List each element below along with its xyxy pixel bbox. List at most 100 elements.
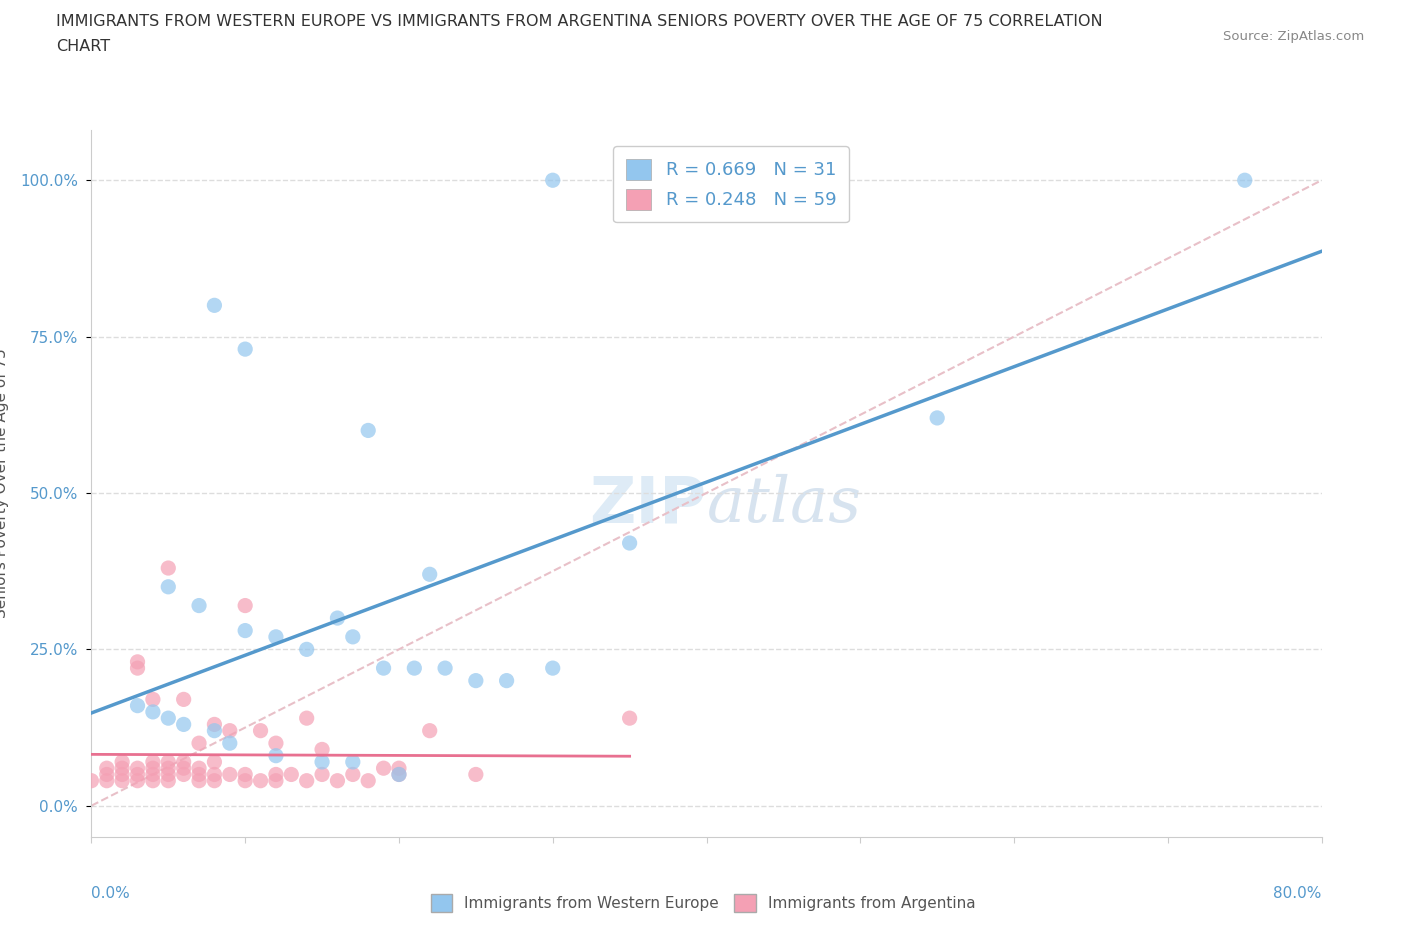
Point (541, 660, 564, 675)
Legend: R = 0.669   N = 31, R = 0.248   N = 59: R = 0.669 N = 31, R = 0.248 N = 59 (613, 146, 849, 222)
Point (111, 773, 134, 788)
Text: Source: ZipAtlas.com: Source: ZipAtlas.com (1223, 30, 1364, 43)
Point (342, 767, 364, 782)
Point (326, 773, 349, 788)
Text: 0.0%: 0.0% (91, 886, 131, 901)
Point (619, 536, 641, 551)
Point (388, 767, 411, 782)
Point (157, 579, 180, 594)
Point (188, 598, 211, 613)
Point (326, 611, 349, 626)
Point (434, 660, 457, 675)
Point (202, 724, 225, 738)
Text: 80.0%: 80.0% (1274, 886, 1322, 901)
Point (142, 692, 165, 707)
Point (541, 173, 564, 188)
Point (264, 773, 287, 788)
Text: ZIP: ZIP (589, 473, 706, 536)
Point (202, 754, 225, 769)
Point (111, 767, 134, 782)
Point (233, 598, 256, 613)
Point (96, 761, 118, 776)
Point (249, 724, 271, 738)
Point (127, 761, 149, 776)
Point (357, 423, 380, 438)
Text: CHART: CHART (56, 39, 110, 54)
Point (127, 698, 149, 713)
Point (295, 711, 318, 725)
Text: atlas: atlas (706, 474, 862, 536)
Point (373, 660, 395, 675)
Point (80, 773, 103, 788)
Point (218, 736, 240, 751)
Point (127, 655, 149, 670)
Point (127, 660, 149, 675)
Point (218, 724, 240, 738)
Point (342, 754, 364, 769)
Point (173, 754, 195, 769)
Point (311, 754, 333, 769)
Point (157, 761, 180, 776)
Point (157, 767, 180, 782)
Point (373, 761, 395, 776)
Point (96, 767, 118, 782)
Point (202, 767, 225, 782)
Point (188, 767, 211, 782)
Point (142, 767, 165, 782)
Point (419, 724, 441, 738)
Point (311, 742, 333, 757)
Point (927, 410, 949, 425)
Point (188, 773, 211, 788)
Point (96, 773, 118, 788)
Point (127, 773, 149, 788)
Point (264, 630, 287, 644)
Point (419, 567, 441, 582)
Point (111, 761, 134, 776)
Point (157, 773, 180, 788)
Point (249, 773, 271, 788)
Point (157, 561, 180, 576)
Point (280, 767, 302, 782)
Point (311, 767, 333, 782)
Point (464, 673, 486, 688)
Point (233, 341, 256, 356)
Point (264, 749, 287, 764)
Point (142, 761, 165, 776)
Point (202, 298, 225, 312)
Point (1233, 173, 1256, 188)
Point (111, 754, 134, 769)
Point (404, 660, 426, 675)
Point (264, 767, 287, 782)
Point (233, 623, 256, 638)
Legend: Immigrants from Western Europe, Immigrants from Argentina: Immigrants from Western Europe, Immigran… (425, 888, 981, 918)
Point (127, 767, 149, 782)
Point (218, 767, 240, 782)
Point (388, 767, 411, 782)
Point (173, 767, 195, 782)
Point (173, 692, 195, 707)
Point (142, 773, 165, 788)
Point (157, 754, 180, 769)
Point (173, 717, 195, 732)
Point (142, 754, 165, 769)
Point (295, 642, 318, 657)
Point (295, 773, 318, 788)
Point (173, 761, 195, 776)
Text: IMMIGRANTS FROM WESTERN EUROPE VS IMMIGRANTS FROM ARGENTINA SENIORS POVERTY OVER: IMMIGRANTS FROM WESTERN EUROPE VS IMMIGR… (56, 14, 1102, 29)
Point (233, 773, 256, 788)
Point (233, 767, 256, 782)
Point (619, 711, 641, 725)
Point (388, 761, 411, 776)
Point (142, 704, 165, 719)
Point (495, 673, 517, 688)
Point (157, 711, 180, 725)
Point (202, 717, 225, 732)
Point (357, 773, 380, 788)
Point (464, 767, 486, 782)
Point (264, 736, 287, 751)
Point (202, 773, 225, 788)
Y-axis label: Seniors Poverty Over the Age of 75: Seniors Poverty Over the Age of 75 (0, 349, 8, 618)
Point (188, 736, 211, 751)
Point (342, 630, 364, 644)
Point (188, 761, 211, 776)
